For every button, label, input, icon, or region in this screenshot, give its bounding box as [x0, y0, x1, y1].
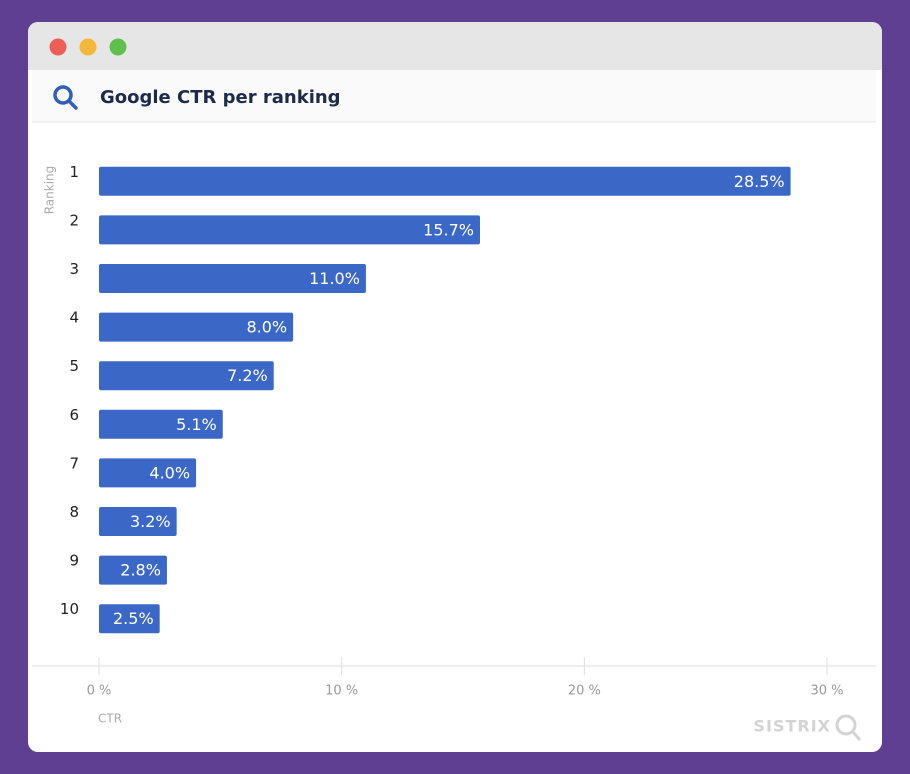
value-label: 4.0% — [149, 463, 190, 482]
y-axis-label: Ranking — [43, 166, 57, 215]
y-tick-label: 9 — [69, 552, 79, 570]
maximize-button[interactable] — [109, 38, 127, 56]
title-bar — [28, 22, 882, 70]
y-tick-label: 3 — [69, 260, 79, 278]
x-tick-label: 10 % — [325, 684, 358, 699]
minimize-button[interactable] — [79, 38, 97, 56]
y-tick-label: 2 — [69, 211, 79, 229]
y-tick-label: 5 — [69, 357, 79, 375]
bar — [99, 604, 160, 634]
y-tick-label: 4 — [69, 309, 79, 327]
x-tick-label: 0 % — [87, 684, 112, 699]
search-icon — [53, 85, 78, 110]
x-tick-label: 30 % — [810, 684, 843, 699]
x-tick-label: 20 % — [568, 684, 601, 699]
x-axis-label: CTR — [98, 712, 122, 726]
value-label: 5.1% — [176, 415, 217, 434]
bar — [99, 409, 223, 439]
bar — [99, 215, 480, 245]
bar — [99, 166, 791, 196]
value-label: 2.8% — [120, 561, 161, 580]
bar — [99, 312, 294, 342]
value-label: 8.0% — [246, 318, 287, 337]
y-tick-label: 10 — [60, 600, 79, 618]
y-tick-label: 6 — [69, 406, 79, 424]
y-tick-label: 1 — [69, 163, 79, 181]
watermark-icon — [835, 714, 862, 741]
close-button[interactable] — [49, 38, 67, 56]
bar — [99, 458, 197, 488]
y-tick-label: 7 — [69, 454, 79, 472]
bar — [99, 555, 167, 585]
y-tick-label: 8 — [69, 503, 79, 521]
value-label: 28.5% — [734, 172, 785, 191]
bar — [99, 361, 274, 391]
value-label: 7.2% — [227, 366, 268, 385]
value-label: 11.0% — [309, 269, 360, 288]
bar — [99, 264, 366, 293]
chart-header — [32, 70, 876, 122]
window — [28, 22, 882, 752]
value-label: 2.5% — [113, 609, 154, 628]
value-label: 15.7% — [423, 220, 474, 239]
watermark: SISTRIX — [753, 717, 831, 736]
bar — [99, 507, 177, 536]
value-label: 3.2% — [130, 512, 171, 531]
chart-title: Google CTR per ranking — [100, 87, 341, 108]
